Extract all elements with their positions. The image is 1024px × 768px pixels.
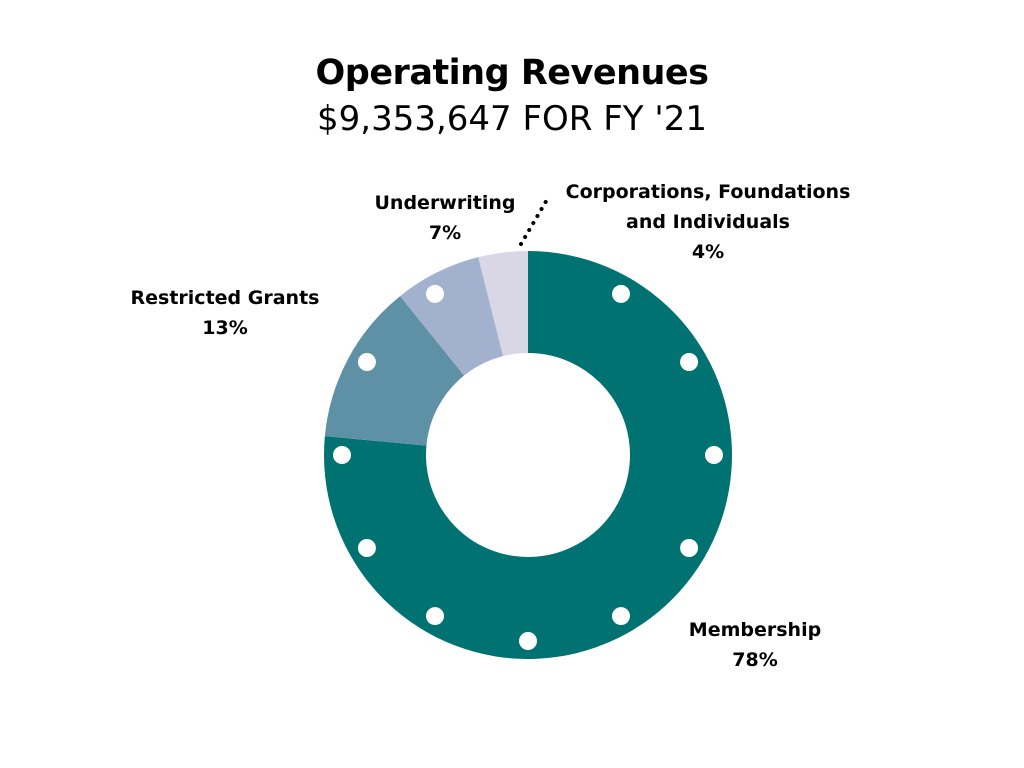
slice-label-percent: 7%: [428, 222, 462, 244]
chart-title: Operating Revenues: [315, 53, 709, 93]
slice-corporations: [478, 251, 528, 357]
ring-dot: [612, 284, 630, 303]
ring-dot: [680, 539, 699, 557]
ring-dot: [519, 632, 537, 650]
slice-label-corporations: Corporations, Foundations and Individual…: [548, 177, 868, 267]
ring-dot: [680, 353, 699, 371]
ring-dot: [612, 607, 630, 626]
slice-label-text: Underwriting: [374, 192, 516, 214]
slice-label-text: Restricted Grants: [130, 287, 320, 309]
slice-membership: [324, 251, 732, 660]
ring-dot: [426, 607, 444, 626]
slice-label-percent: 13%: [202, 317, 248, 339]
slice-restricted-grants: [324, 296, 465, 446]
chart-subtitle: $9,353,647 FOR FY '21: [317, 99, 707, 139]
slice-underwriting: [400, 257, 504, 376]
leader-line: [519, 196, 550, 246]
slice-label-percent: 78%: [732, 649, 778, 671]
ring-dot: [333, 446, 351, 464]
slice-label-text-line-2: and Individuals: [626, 211, 790, 233]
ring-dot: [705, 446, 723, 464]
slice-label-membership: Membership 78%: [635, 615, 875, 675]
ring-dot: [357, 539, 376, 557]
slice-label-underwriting: Underwriting 7%: [330, 188, 560, 248]
slice-label-text: Membership: [688, 619, 822, 641]
ring-dot: [357, 353, 376, 371]
ring-dot: [426, 284, 444, 303]
slice-label-restricted-grants: Restricted Grants 13%: [100, 283, 350, 343]
slice-label-percent: 4%: [691, 241, 725, 263]
slice-label-text-line-1: Corporations, Foundations: [565, 181, 851, 203]
